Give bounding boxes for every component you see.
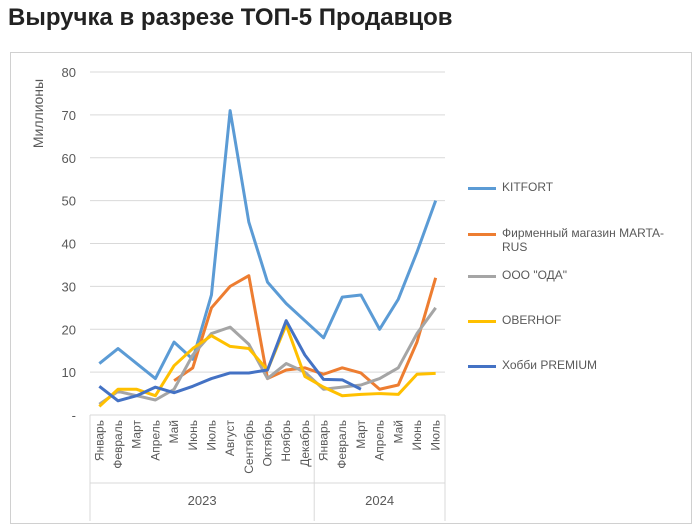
page-title: Выручка в разрезе ТОП-5 Продавцов: [8, 4, 453, 31]
series-line: [98, 319, 362, 403]
year-label: 2024: [365, 493, 394, 508]
series-line: [173, 274, 438, 391]
legend-swatch: [468, 365, 496, 368]
legend-label: Фирменный магазин MARTA-RUS: [502, 226, 664, 254]
x-tick-label: Июнь: [186, 420, 200, 451]
legend-item: Хобби PREMIUM: [468, 358, 683, 372]
x-tick-label: Январь: [317, 420, 331, 461]
legend-label: OBERHOF: [502, 313, 562, 327]
x-tick-label: Январь: [92, 420, 106, 461]
x-tick-label: Июль: [429, 420, 443, 451]
x-tick-label: Апрель: [373, 420, 387, 461]
legend-swatch: [468, 233, 496, 236]
legend-label: Хобби PREMIUM: [502, 358, 597, 372]
y-tick-label: 40: [62, 237, 76, 252]
x-tick-label: Февраль: [111, 420, 125, 469]
x-tick-label: Июнь: [410, 420, 424, 451]
y-tick-label: 30: [62, 279, 76, 294]
y-tick-label: 60: [62, 151, 76, 166]
chart-frame: [10, 52, 692, 524]
x-tick-label: Апрель: [148, 420, 162, 461]
legend-swatch: [468, 275, 496, 278]
y-tick-label: 80: [62, 65, 76, 80]
legend-item: OBERHOF: [468, 313, 683, 327]
x-tick-label: Февраль: [335, 420, 349, 469]
legend-label: KITFORT: [502, 180, 554, 194]
legend-swatch: [468, 187, 496, 190]
y-tick-label: 10: [62, 365, 76, 380]
x-tick-label: Август: [223, 420, 237, 457]
legend-item: Фирменный магазин MARTA-RUS: [468, 226, 683, 254]
legend-item: ООО "ОДА": [468, 268, 683, 282]
legend-item: KITFORT: [468, 180, 683, 194]
x-tick-label: Май: [167, 420, 181, 444]
y-axis-label: Миллионы: [30, 79, 46, 148]
year-label: 2023: [188, 493, 217, 508]
x-tick-label: Декабрь: [298, 420, 312, 467]
y-tick-label: 20: [62, 322, 76, 337]
y-tick-label: 70: [62, 108, 76, 123]
y-tick-label: 50: [62, 194, 76, 209]
x-tick-label: Октябрь: [261, 420, 275, 467]
y-tick-label: -: [72, 408, 76, 423]
x-tick-label: Июль: [204, 420, 218, 451]
series-line: [98, 109, 438, 381]
x-tick-label: Май: [391, 420, 405, 444]
legend-swatch: [468, 320, 496, 323]
x-tick-label: Сентябрь: [242, 420, 256, 474]
series-line: [98, 306, 437, 406]
series-line: [98, 323, 436, 408]
x-tick-label: Март: [354, 420, 368, 449]
x-tick-label: Март: [130, 420, 144, 449]
x-tick-label: Ноябрь: [279, 420, 293, 462]
legend-label: ООО "ОДА": [502, 268, 568, 282]
